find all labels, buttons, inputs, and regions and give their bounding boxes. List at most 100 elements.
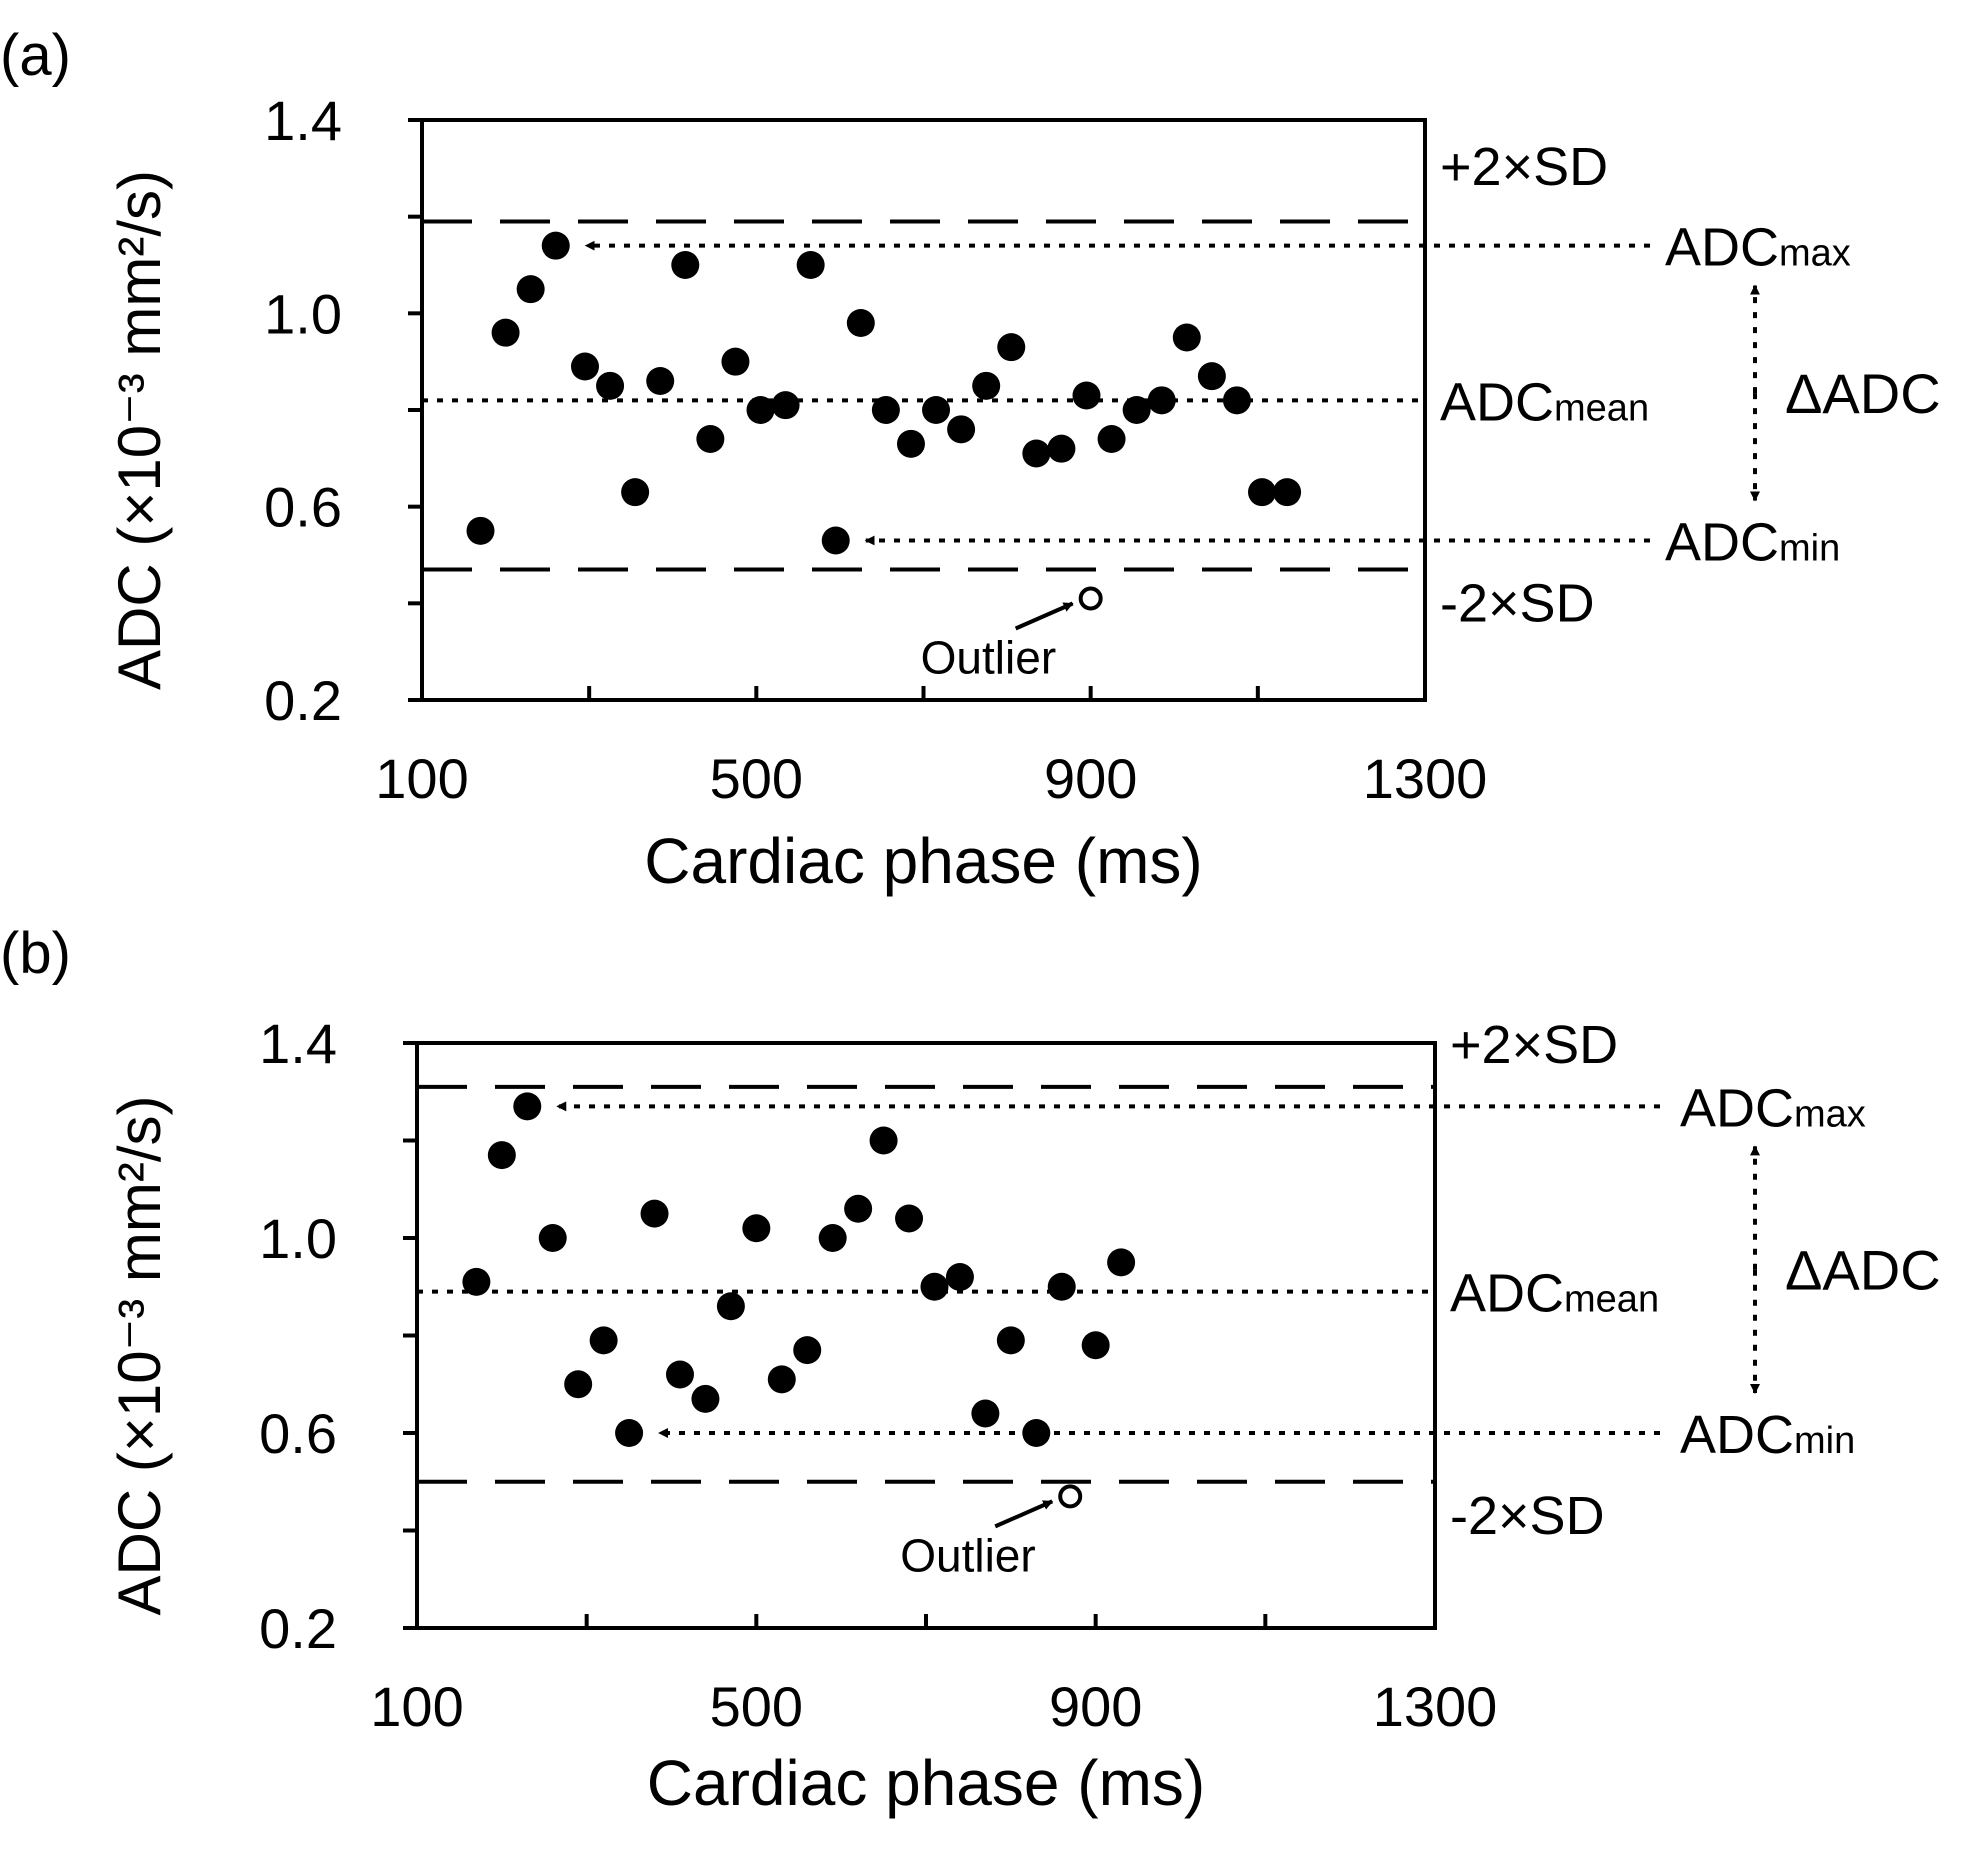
- data-point: [896, 429, 925, 458]
- data-point: [818, 1224, 847, 1252]
- adc-min-label-sub: min: [1779, 528, 1840, 570]
- adc-mean-label: ADCmean: [1440, 372, 1649, 432]
- panel-label: (a): [0, 23, 71, 88]
- adc-mean-label-main: ADC: [1440, 372, 1554, 432]
- adc-mean-label-sub: mean: [1564, 1279, 1659, 1321]
- data-point: [691, 1384, 720, 1413]
- lower-sd-label: -2×SD: [1440, 574, 1595, 634]
- data-point: [640, 1199, 669, 1228]
- data-point: [513, 1092, 542, 1121]
- outlier-point: [1058, 1484, 1083, 1509]
- delta-adc-label: ΔADC: [1785, 1239, 1941, 1302]
- data-point: [742, 1214, 771, 1243]
- data-point: [615, 1419, 644, 1447]
- y-tick-label: 0.2: [264, 669, 342, 732]
- data-point: [1122, 396, 1151, 424]
- x-tick-label: 900: [1049, 1675, 1142, 1738]
- chart-panel-b: (b) 0.2 0.6 1.0 1.4 100 500 900 1300 Cardiac phas…: [0, 921, 1941, 1819]
- data-point: [771, 391, 800, 420]
- data-point: [1022, 439, 1051, 468]
- data-point: [895, 1204, 924, 1233]
- x-tick-label: 100: [375, 747, 468, 810]
- data-point: [1047, 434, 1076, 463]
- data-point: [716, 1292, 745, 1321]
- data-point: [1107, 1248, 1136, 1277]
- outlier-point: [1078, 586, 1103, 611]
- data-point: [516, 275, 545, 304]
- outlier-label: Outlier: [900, 1529, 1035, 1581]
- data-point: [491, 318, 520, 347]
- y-tick-label: 0.6: [259, 1402, 337, 1465]
- upper-sd-label: +2×SD: [1450, 1015, 1618, 1075]
- data-point: [696, 425, 725, 453]
- data-point: [1222, 386, 1251, 415]
- adc-min-label-main: ADC: [1665, 513, 1779, 573]
- data-point: [996, 1326, 1025, 1355]
- data-point: [665, 1360, 694, 1389]
- x-tick-label: 500: [710, 1675, 803, 1738]
- data-point: [1248, 478, 1277, 507]
- delta-adc-label: ΔADC: [1785, 362, 1941, 425]
- data-point: [869, 1126, 898, 1155]
- adc-mean-label-main: ADC: [1450, 1264, 1564, 1324]
- adc-min-label-main: ADC: [1680, 1405, 1794, 1465]
- data-point: [541, 231, 570, 260]
- adc-mean-label-sub: mean: [1554, 387, 1649, 429]
- adc-max-label: ADCmax: [1665, 218, 1851, 278]
- adc-mean-label: ADCmean: [1450, 1264, 1659, 1324]
- data-point: [972, 371, 1001, 400]
- data-point: [997, 333, 1026, 362]
- data-point: [462, 1267, 491, 1296]
- y-tick-label: 1.0: [259, 1207, 337, 1270]
- lower-sd-label: -2×SD: [1450, 1486, 1605, 1546]
- panel-label: (b): [0, 921, 71, 986]
- adc-min-label: ADCmin: [1665, 513, 1840, 573]
- data-point: [945, 1263, 974, 1291]
- adc-max-label-main: ADC: [1665, 218, 1779, 278]
- data-point: [1022, 1419, 1051, 1447]
- outlier-label: Outlier: [921, 632, 1056, 684]
- y-tick-label: 0.2: [259, 1597, 337, 1660]
- data-point: [1197, 362, 1226, 391]
- data-point: [767, 1365, 796, 1394]
- x-tick-label: 100: [370, 1675, 463, 1738]
- adc-max-label-sub: max: [1794, 1093, 1866, 1135]
- y-axis-label: ADC (×10⁻³ mm²/s): [106, 170, 173, 690]
- data-point: [947, 415, 976, 444]
- chart-panel-a: (a) 0.2 0.6 1.0 1.4 100 500 900 1300 Cardiac phas…: [0, 23, 1941, 897]
- adc-max-label: ADCmax: [1680, 1078, 1866, 1138]
- y-tick-label: 1.4: [264, 89, 342, 152]
- data-point: [621, 478, 650, 507]
- data-point: [846, 309, 875, 337]
- upper-sd-label: +2×SD: [1440, 137, 1608, 197]
- data-point: [466, 516, 495, 545]
- data-point: [746, 396, 775, 424]
- data-point: [920, 1272, 949, 1301]
- data-point: [1097, 425, 1126, 453]
- data-point: [871, 396, 900, 424]
- x-axis-label: Cardiac phase (ms): [644, 825, 1202, 897]
- data-point: [589, 1326, 618, 1355]
- data-point: [1047, 1272, 1076, 1301]
- outlier-arrow: [1014, 601, 1074, 631]
- x-tick-label: 500: [710, 747, 803, 810]
- y-tick-label: 1.4: [259, 1012, 337, 1075]
- data-point: [596, 371, 625, 400]
- data-point: [646, 367, 675, 395]
- adc-min-label-sub: min: [1794, 1420, 1855, 1462]
- outlier-arrow: [994, 1499, 1054, 1529]
- adc-min-label: ADCmin: [1680, 1405, 1855, 1465]
- data-point: [793, 1336, 822, 1365]
- data-point: [844, 1194, 873, 1223]
- adc-max-label-main: ADC: [1680, 1078, 1794, 1138]
- x-tick-label: 1300: [1363, 747, 1488, 810]
- y-tick-label: 0.6: [264, 476, 342, 539]
- y-tick-label: 1.0: [264, 282, 342, 345]
- data-point: [922, 396, 951, 424]
- data-point: [1147, 386, 1176, 415]
- data-point: [538, 1224, 567, 1252]
- data-point: [487, 1141, 516, 1170]
- data-point: [1081, 1331, 1110, 1360]
- data-point: [796, 251, 825, 279]
